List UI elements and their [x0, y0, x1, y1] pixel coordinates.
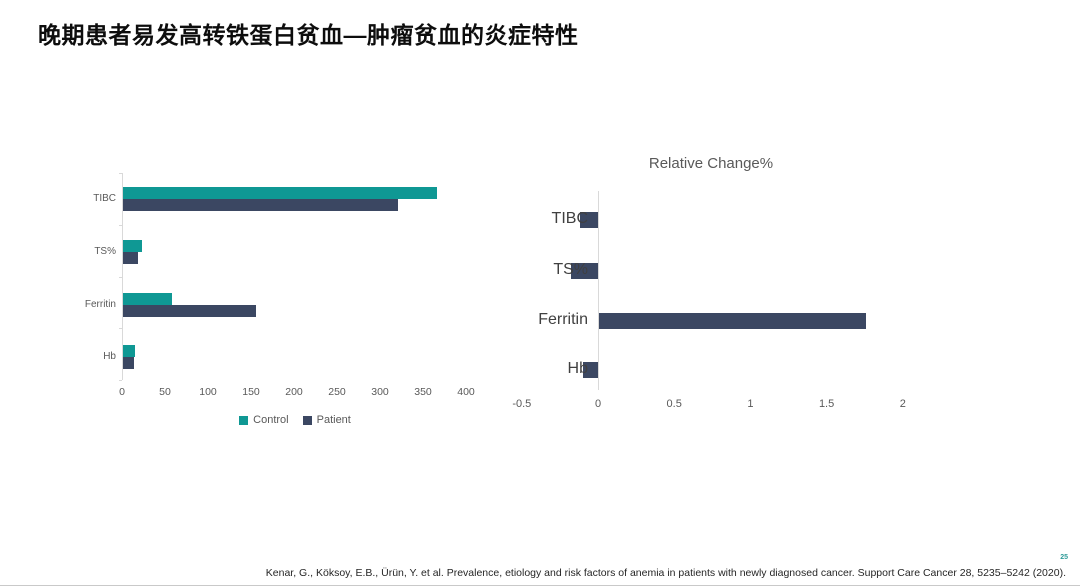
- zero-axis-line: [598, 191, 599, 390]
- bar-patient-hb: [123, 357, 135, 369]
- relative-change-chart: Relative Change% TIBC TS% Ferritin Hb -0.5 0 0…: [500, 150, 940, 430]
- category-axis-tick: [119, 276, 122, 278]
- bar-control-ferritin: [123, 292, 173, 305]
- slide-title: 晚期患者易发高转铁蛋白贫血—肿瘤贫血的炎症特性: [38, 22, 579, 48]
- chart-title: Relative Change%: [648, 155, 774, 172]
- x-tick-label: 0.5: [666, 398, 682, 410]
- legend-item-control: Control: [239, 414, 289, 426]
- citation: Kenar, G., Köksoy, E.B., Ürün, Y. et al.…: [265, 567, 1066, 579]
- category-label: TS%: [553, 260, 588, 278]
- category-label: Ferritin: [538, 311, 588, 328]
- category-axis-tick: [119, 224, 122, 226]
- grouped-bar-chart: Control Patient TIBC TS% Ferritin Hb 0 50 100 1…: [60, 150, 500, 450]
- x-tick-label: 1.5: [818, 398, 835, 410]
- category-axis-tick: [119, 380, 122, 381]
- bar-hb: [582, 362, 598, 378]
- bar-patient-ts: [123, 251, 139, 264]
- category-label: TS%: [94, 245, 116, 257]
- category-label: Hb: [103, 351, 116, 362]
- bar-ts: [570, 262, 598, 279]
- bar-patient-ferritin: [123, 304, 257, 317]
- category-label: Hb: [567, 360, 588, 377]
- legend-item-patient: Patient: [302, 414, 351, 426]
- x-tick-label: 100: [199, 386, 217, 398]
- x-tick-label: -0.5: [512, 398, 532, 410]
- bar-control-ts: [123, 239, 142, 252]
- x-tick-label: 50: [159, 386, 171, 398]
- category-label: TIBC: [93, 193, 116, 204]
- x-tick-label: 0: [119, 386, 125, 398]
- legend-swatch-control: [239, 415, 249, 425]
- legend-swatch-patient: [302, 415, 312, 425]
- legend-label-control: Control: [253, 414, 289, 426]
- bar-ferritin: [599, 313, 866, 329]
- x-tick-label: 1: [747, 398, 754, 410]
- category-axis-tick: [119, 328, 122, 330]
- x-tick-label: 400: [457, 386, 475, 398]
- bar-control-hb: [123, 345, 136, 357]
- bar-control-tibc: [123, 187, 437, 199]
- x-tick-label: 300: [371, 386, 389, 398]
- x-tick-label: 350: [414, 386, 432, 398]
- category-label: TIBC: [551, 210, 588, 227]
- bar-tibc: [579, 212, 598, 228]
- value-axis-line: [122, 173, 123, 380]
- category-label: Ferritin: [84, 298, 116, 310]
- legend-label-patient: Patient: [316, 414, 351, 426]
- x-tick-label: 0: [594, 398, 602, 410]
- x-tick-label: 250: [328, 386, 346, 398]
- page-number: 25: [1060, 554, 1068, 561]
- bar-patient-tibc: [123, 199, 399, 211]
- chart-legend: Control Patient: [60, 414, 530, 426]
- category-axis-tick: [119, 173, 122, 174]
- x-tick-label: 200: [285, 386, 303, 398]
- x-tick-label: 2: [899, 398, 906, 410]
- x-tick-label: 150: [242, 386, 260, 398]
